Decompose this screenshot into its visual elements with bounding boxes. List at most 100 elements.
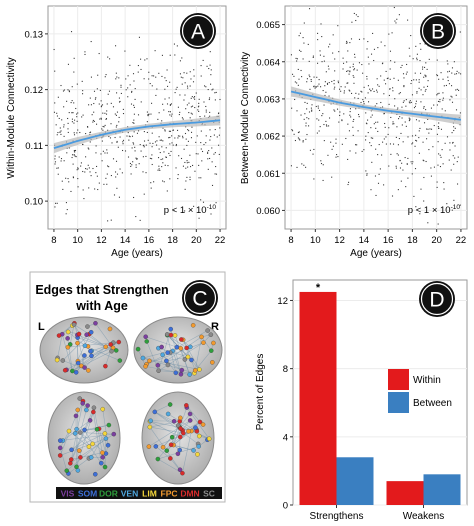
scatter-point [375, 127, 377, 129]
scatter-point [98, 103, 100, 105]
scatter-point [428, 58, 430, 60]
scatter-point [207, 152, 209, 154]
scatter-point [131, 91, 133, 93]
scatter-point [162, 127, 164, 129]
scatter-point [353, 118, 355, 121]
scatter-point [72, 112, 74, 114]
legend-swatch-between [388, 392, 409, 413]
scatter-point [295, 57, 297, 59]
scatter-point [433, 124, 435, 127]
scatter-point [118, 101, 121, 103]
scatter-point [119, 136, 121, 138]
scatter-point [326, 83, 329, 85]
brain-node [193, 425, 198, 430]
scatter-point [330, 141, 332, 143]
scatter-point [115, 160, 118, 162]
scatter-point [311, 110, 313, 112]
scatter-point [290, 54, 292, 56]
scatter-point [380, 41, 382, 43]
scatter-point [108, 135, 110, 138]
brain-edge [95, 323, 111, 345]
scatter-point [176, 86, 178, 88]
scatter-point [459, 124, 461, 126]
scatter-point [297, 68, 299, 70]
brain-node [65, 329, 71, 335]
scatter-point [313, 86, 315, 88]
scatter-point [411, 173, 413, 175]
scatter-point [191, 105, 194, 107]
scatter-point [114, 136, 116, 139]
scatter-point [427, 80, 429, 82]
x-tick-label: 18 [407, 235, 418, 246]
scatter-point [76, 83, 78, 85]
scatter-point [388, 94, 390, 97]
scatter-point [440, 72, 442, 74]
scatter-point [151, 163, 153, 166]
brain-edge [182, 339, 200, 370]
scatter-point [129, 162, 131, 165]
brain-edge [142, 357, 200, 370]
scatter-point [384, 45, 386, 47]
scatter-point [451, 72, 453, 74]
scatter-point [186, 104, 188, 106]
scatter-point [448, 159, 450, 161]
scatter-point [367, 119, 369, 121]
scatter-point [315, 105, 317, 108]
scatter-point [326, 125, 328, 127]
scatter-point [320, 23, 322, 25]
scatter-point [328, 95, 330, 97]
brain-edge [80, 432, 114, 435]
scatter-point [179, 73, 181, 75]
scatter-point [361, 91, 363, 93]
scatter-point [66, 100, 68, 102]
scatter-point [198, 110, 200, 112]
brain-node [211, 340, 216, 346]
scatter-point [419, 60, 421, 62]
scatter-point [190, 137, 193, 139]
scatter-point [373, 90, 375, 93]
scatter-point [376, 78, 378, 80]
scatter-point [409, 118, 411, 120]
scatter-point [353, 82, 355, 84]
x-tick-label: 8 [288, 235, 293, 246]
scatter-point [357, 97, 359, 99]
brain-edge [69, 324, 75, 345]
brain-node [164, 332, 170, 337]
scatter-point [325, 91, 327, 93]
scatter-point [82, 189, 84, 191]
brain-node [186, 429, 191, 434]
scatter-point [201, 160, 203, 162]
scatter-point [425, 88, 427, 91]
scatter-point [436, 59, 438, 61]
scatter-point [403, 77, 405, 79]
scatter-point [363, 149, 365, 151]
brain-node [168, 332, 174, 338]
scatter-point [87, 126, 89, 128]
scatter-point [396, 126, 398, 128]
scatter-point [416, 92, 418, 94]
scatter-point [416, 53, 418, 55]
scatter-point [112, 106, 115, 108]
scatter-point [381, 154, 383, 156]
scatter-point [116, 111, 119, 113]
scatter-point [150, 113, 152, 115]
scatter-point [65, 177, 67, 179]
scatter-point [352, 120, 354, 122]
scatter-point [298, 49, 301, 51]
scatter-point [399, 92, 401, 94]
scatter-point [131, 90, 133, 92]
scatter-point [137, 114, 140, 116]
scatter-point [198, 164, 200, 166]
brain-node [109, 349, 114, 354]
scatter-point [394, 98, 396, 100]
scatter-point [169, 154, 171, 157]
network-label-som: SOM [78, 489, 97, 499]
scatter-point [97, 74, 99, 76]
scatter-point [380, 101, 382, 104]
scatter-point [323, 60, 325, 62]
scatter-point [349, 42, 351, 44]
scatter-point [415, 45, 417, 47]
scatter-point [386, 77, 388, 80]
scatter-point [122, 113, 125, 115]
scatter-point [133, 131, 135, 133]
